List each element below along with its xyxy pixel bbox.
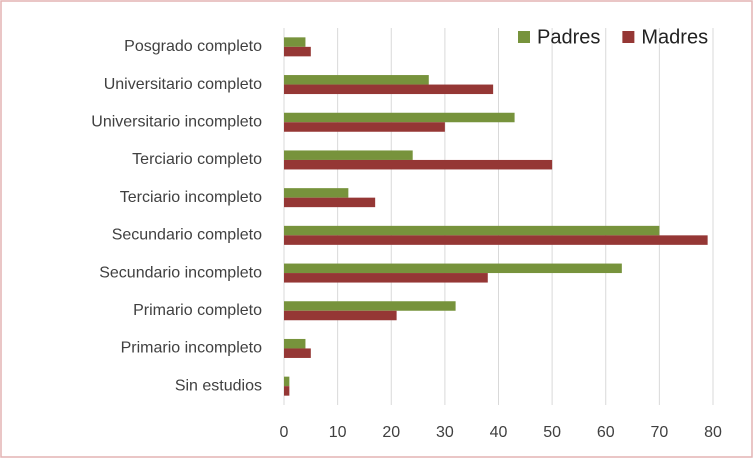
x-tick-label: 80	[704, 424, 722, 441]
bar	[284, 235, 708, 245]
y-tick-label: Universitario incompleto	[91, 113, 262, 130]
legend-swatch	[622, 31, 635, 43]
y-tick-label: Posgrado completo	[124, 38, 262, 55]
x-tick-label: 20	[382, 424, 400, 441]
x-tick-label: 0	[280, 424, 289, 441]
bar	[284, 386, 290, 396]
bar	[284, 46, 311, 57]
bar	[284, 263, 622, 274]
bar	[284, 112, 515, 123]
y-tick-label: Terciario completo	[132, 151, 262, 168]
bar	[284, 310, 397, 321]
bar	[284, 338, 306, 349]
y-tick-label: Primario incompleto	[121, 340, 262, 357]
y-tick-label: Terciario incompleto	[120, 189, 262, 206]
legend: Padres Madres	[518, 26, 708, 48]
bar	[284, 273, 488, 283]
x-tick-label: 70	[650, 424, 668, 441]
x-tick-label: 50	[543, 424, 561, 441]
x-tick-label: 30	[436, 424, 454, 441]
bar	[284, 159, 553, 170]
bar	[284, 197, 376, 208]
y-tick-label: Universitario completo	[104, 76, 262, 93]
legend-label: Padres	[537, 26, 600, 48]
bar	[284, 84, 494, 95]
y-tick-label: Secundario incompleto	[99, 264, 262, 281]
bar	[284, 75, 429, 85]
bar	[284, 37, 306, 47]
bar	[284, 301, 456, 311]
x-tick-label: 60	[597, 424, 615, 441]
bar	[284, 376, 290, 387]
bar	[284, 122, 445, 132]
x-tick-label: 10	[329, 424, 347, 441]
legend-swatch	[518, 31, 530, 43]
legend-label: Madres	[641, 26, 708, 48]
bar	[284, 225, 660, 236]
bar	[284, 348, 311, 358]
y-tick-label: Primario completo	[133, 302, 262, 319]
x-tick-label: 40	[490, 424, 508, 441]
bar	[284, 188, 349, 198]
bar	[284, 150, 413, 160]
y-tick-label: Secundario completo	[112, 227, 262, 244]
y-tick-label: Sin estudios	[175, 377, 262, 394]
